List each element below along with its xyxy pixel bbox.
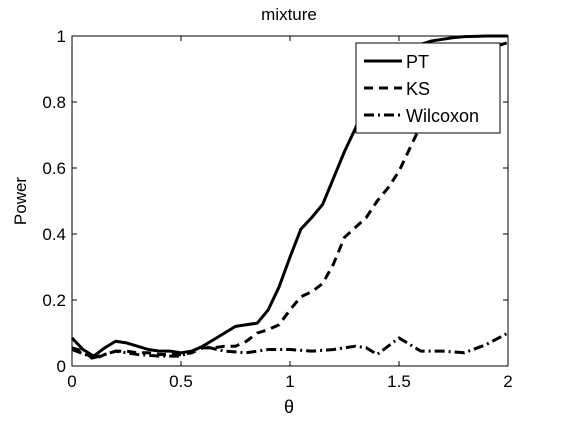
series-line-wilcoxon (71, 331, 509, 360)
legend-label: KS (406, 79, 430, 99)
x-tick-label: 2 (503, 372, 512, 391)
x-axis: 0 0.5 1 1.5 2 (67, 36, 513, 391)
legend-label: PT (406, 52, 429, 72)
y-axis: 0 0.2 0.4 0.6 0.8 1 (42, 27, 508, 376)
x-tick-label: 1.5 (387, 372, 411, 391)
y-axis-label: Power (11, 177, 30, 226)
x-axis-label: θ (284, 397, 294, 417)
series-line-pt (70, 34, 508, 358)
x-tick-label: 1 (285, 372, 294, 391)
x-tick-label: 0.5 (169, 372, 193, 391)
chart-title: mixture (261, 5, 317, 24)
y-tick-label: 0.2 (42, 291, 66, 310)
y-tick-label: 0 (57, 357, 66, 376)
legend-label: Wilcoxon (406, 106, 479, 126)
y-tick-label: 0.6 (42, 159, 66, 178)
legend: PT KS Wilcoxon (355, 42, 501, 134)
y-tick-label: 1 (57, 27, 66, 46)
x-tick-label: 0 (67, 372, 76, 391)
y-tick-label: 0.8 (42, 93, 66, 112)
y-tick-label: 0.4 (42, 225, 66, 244)
